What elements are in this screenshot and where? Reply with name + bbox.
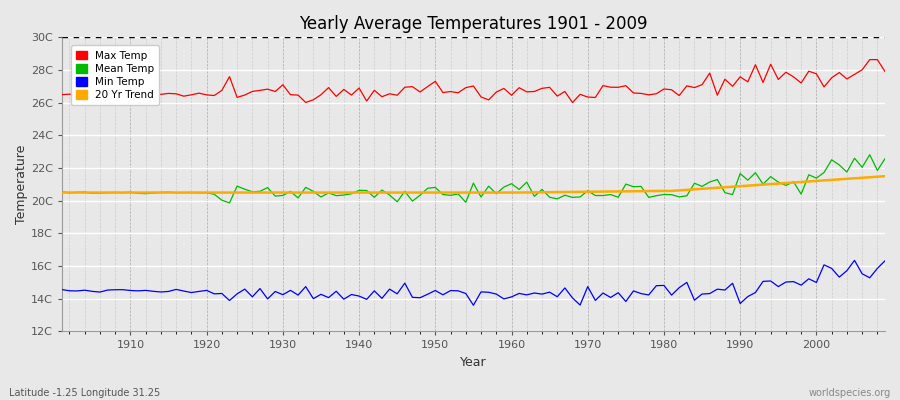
Text: Latitude -1.25 Longitude 31.25: Latitude -1.25 Longitude 31.25 <box>9 388 160 398</box>
Text: worldspecies.org: worldspecies.org <box>809 388 891 398</box>
Legend: Max Temp, Mean Temp, Min Temp, 20 Yr Trend: Max Temp, Mean Temp, Min Temp, 20 Yr Tre… <box>71 46 159 105</box>
X-axis label: Year: Year <box>460 356 487 369</box>
Y-axis label: Temperature: Temperature <box>15 145 28 224</box>
Title: Yearly Average Temperatures 1901 - 2009: Yearly Average Temperatures 1901 - 2009 <box>299 15 648 33</box>
